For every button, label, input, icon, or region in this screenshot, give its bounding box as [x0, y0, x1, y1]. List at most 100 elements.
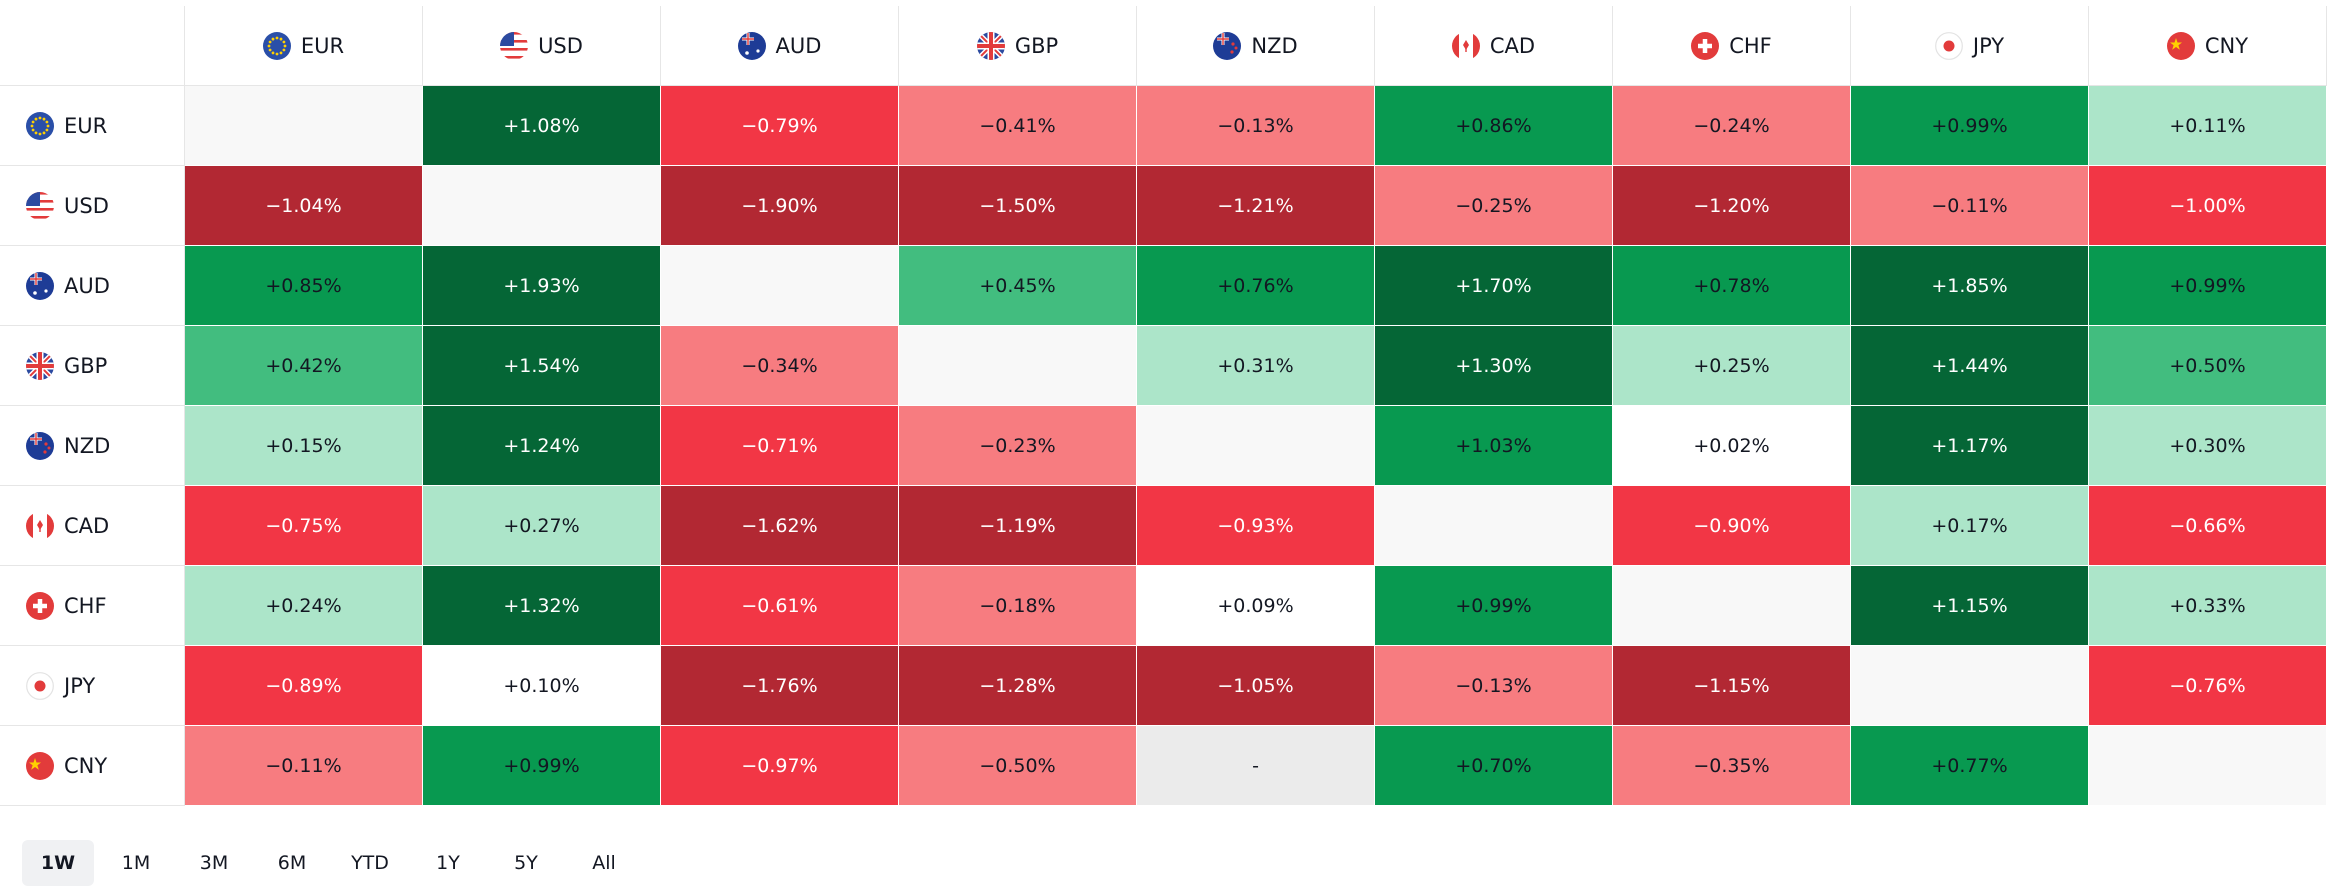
flag-icon	[26, 751, 54, 780]
flag-icon	[2166, 31, 2195, 60]
period-tab[interactable]: 1Y	[436, 852, 460, 874]
flag-icon	[26, 111, 54, 140]
row-header: NZD	[0, 406, 185, 486]
heatmap-cell: −0.61%	[661, 566, 899, 646]
heatmap-cell: −1.04%	[185, 166, 423, 246]
heatmap-cell: +0.09%	[1137, 566, 1375, 646]
period-tab[interactable]: 5Y	[514, 852, 538, 874]
currency-code: NZD	[64, 433, 111, 458]
currency-code: AUD	[775, 33, 822, 58]
period-tab[interactable]: 1M	[121, 852, 151, 874]
heatmap-cell: −1.21%	[1137, 166, 1375, 246]
heatmap-cell: −0.75%	[185, 486, 423, 566]
heatmap-cell: +1.70%	[1375, 246, 1613, 326]
heatmap-cell: −0.18%	[899, 566, 1137, 646]
heatmap-cell: +0.10%	[423, 646, 661, 726]
heatmap-cell: −1.62%	[661, 486, 899, 566]
currency-code: GBP	[1014, 33, 1059, 58]
flag-icon	[26, 271, 54, 300]
heatmap-cell: +0.31%	[1137, 326, 1375, 406]
column-header: NZD	[1137, 6, 1375, 86]
heatmap-cell: −0.93%	[1137, 486, 1375, 566]
currency-code: NZD	[1251, 33, 1298, 58]
heatmap-cell: +1.24%	[423, 406, 661, 486]
column-header: CHF	[1613, 6, 1851, 86]
flag-icon	[1691, 31, 1720, 60]
heatmap-cell: +0.15%	[185, 406, 423, 486]
heatmap-cell: +0.11%	[2089, 86, 2327, 166]
heatmap-cell: −0.13%	[1375, 646, 1613, 726]
heatmap-cell: −0.11%	[185, 726, 423, 806]
heatmap-cell: +1.08%	[423, 86, 661, 166]
currency-code: CAD	[1489, 33, 1536, 58]
heatmap-cell	[1613, 566, 1851, 646]
flag-icon	[26, 591, 54, 620]
heatmap-cell: −0.79%	[661, 86, 899, 166]
column-header: AUD	[661, 6, 899, 86]
heatmap-cell: +0.99%	[1375, 566, 1613, 646]
heatmap-cell: −0.13%	[1137, 86, 1375, 166]
currency-code: USD	[538, 33, 583, 58]
row-header: JPY	[0, 646, 185, 726]
period-tabs: 1W 1M 3M 6M YTD 1Y 5Y All	[22, 840, 640, 886]
row-header: GBP	[0, 326, 185, 406]
heatmap-cell: +1.03%	[1375, 406, 1613, 486]
heatmap-cell: +1.44%	[1851, 326, 2089, 406]
flag-icon	[1213, 31, 1242, 60]
heatmap-cell: +0.25%	[1613, 326, 1851, 406]
heatmap-cell: +0.99%	[423, 726, 661, 806]
flag-icon	[1934, 31, 1963, 60]
period-tab[interactable]: YTD	[351, 852, 389, 874]
heatmap-cell: +0.33%	[2089, 566, 2327, 646]
column-header: JPY	[1851, 6, 2089, 86]
heatmap-cell: −0.50%	[899, 726, 1137, 806]
flag-icon	[262, 31, 291, 60]
column-header: CNY	[2089, 6, 2327, 86]
currency-code: CHF	[64, 593, 107, 618]
row-header: AUD	[0, 246, 185, 326]
heatmap-cell: +0.77%	[1851, 726, 2089, 806]
currency-code: CAD	[64, 513, 110, 538]
heatmap-cell: −0.24%	[1613, 86, 1851, 166]
heatmap-cell: −1.76%	[661, 646, 899, 726]
heatmap-cell: −0.71%	[661, 406, 899, 486]
heatmap-cell: −0.76%	[2089, 646, 2327, 726]
currency-code: AUD	[64, 273, 110, 298]
heatmap-cell: −1.05%	[1137, 646, 1375, 726]
period-tab[interactable]: 1W	[22, 840, 94, 886]
flag-icon	[1451, 31, 1480, 60]
heatmap-cell: +0.42%	[185, 326, 423, 406]
flag-icon	[26, 191, 54, 220]
heatmap-cell: +0.76%	[1137, 246, 1375, 326]
column-header: USD	[423, 6, 661, 86]
heatmap-cell	[1375, 486, 1613, 566]
period-tab[interactable]: All	[592, 852, 616, 874]
flag-icon	[500, 31, 529, 60]
heatmap-cell: +0.85%	[185, 246, 423, 326]
row-header: EUR	[0, 86, 185, 166]
column-header: CAD	[1375, 6, 1613, 86]
heatmap-cell	[899, 326, 1137, 406]
heatmap-cell: +1.17%	[1851, 406, 2089, 486]
heatmap-cell: +0.78%	[1613, 246, 1851, 326]
heatmap-cell: −0.90%	[1613, 486, 1851, 566]
heatmap-cell: +1.93%	[423, 246, 661, 326]
heatmap-cell: +0.99%	[1851, 86, 2089, 166]
heatmap-cell: −1.50%	[899, 166, 1137, 246]
flag-icon	[976, 31, 1005, 60]
heatmap-cell	[423, 166, 661, 246]
currency-code: EUR	[300, 33, 345, 58]
period-tab[interactable]: 3M	[199, 852, 229, 874]
row-header: CHF	[0, 566, 185, 646]
row-header: CAD	[0, 486, 185, 566]
heatmap-cell: +0.24%	[185, 566, 423, 646]
heatmap-cell: −0.35%	[1613, 726, 1851, 806]
period-tab[interactable]: 6M	[277, 852, 307, 874]
row-header: CNY	[0, 726, 185, 806]
heatmap-cell: +1.30%	[1375, 326, 1613, 406]
heatmap-cell: −1.00%	[2089, 166, 2327, 246]
currency-code: USD	[64, 193, 109, 218]
heatmap-cell	[1137, 406, 1375, 486]
heatmap-cell: −0.25%	[1375, 166, 1613, 246]
